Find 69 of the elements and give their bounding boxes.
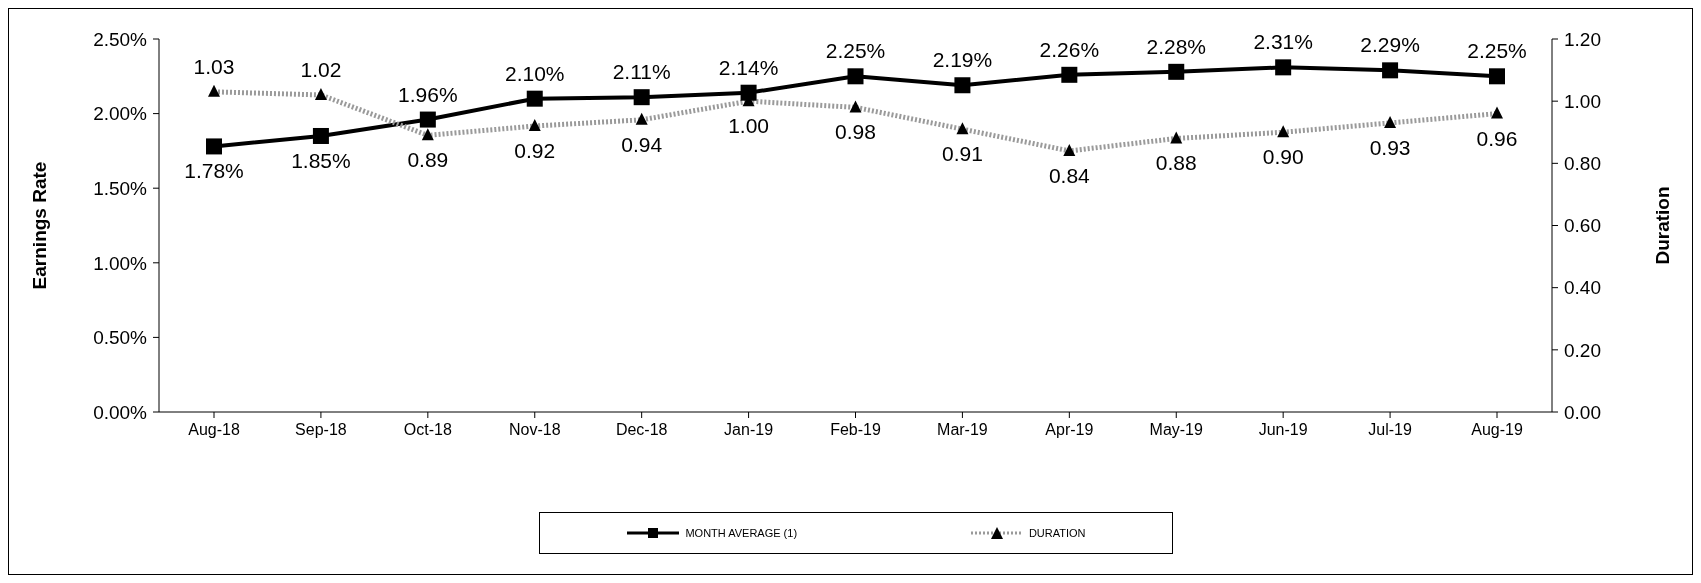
point bbox=[1489, 68, 1505, 85]
data-label: 0.90 bbox=[1262, 145, 1304, 169]
x-tick-label: Aug-19 bbox=[1471, 421, 1523, 439]
y2-tick-label: 1.00 bbox=[1564, 90, 1601, 112]
x-tick-label: Nov-18 bbox=[508, 421, 561, 439]
data-label: 1.03 bbox=[193, 54, 235, 78]
point bbox=[740, 84, 757, 101]
data-label: 0.96 bbox=[1476, 126, 1518, 150]
data-label: 2.19% bbox=[932, 48, 993, 72]
data-label: 2.28% bbox=[1146, 34, 1207, 58]
y-axis-title: Earnings Rate bbox=[28, 161, 50, 290]
data-label: 0.88 bbox=[1155, 151, 1197, 175]
point bbox=[419, 111, 436, 128]
x-tick-label: Sep-18 bbox=[295, 421, 347, 439]
data-label: 2.26% bbox=[1039, 37, 1100, 61]
y-tick-label: 1.50% bbox=[93, 177, 148, 199]
data-label: 2.25% bbox=[825, 39, 886, 63]
y-tick-label: 0.00% bbox=[93, 401, 148, 423]
point bbox=[1275, 59, 1292, 76]
x-tick-label: Mar-19 bbox=[937, 421, 988, 439]
data-label: 0.91 bbox=[941, 142, 983, 166]
point bbox=[312, 127, 329, 144]
data-label: 0.94 bbox=[621, 132, 663, 156]
y-tick-label: 2.00% bbox=[93, 103, 148, 125]
data-label: 1.02 bbox=[300, 57, 342, 81]
y-tick-label: 1.00% bbox=[93, 252, 148, 274]
y2-tick-label: 0.20 bbox=[1564, 339, 1601, 361]
legend-label: DURATION bbox=[1028, 527, 1086, 539]
data-label: 2.11% bbox=[612, 60, 671, 84]
data-label: 0.84 bbox=[1048, 163, 1091, 187]
x-tick-label: Jul-19 bbox=[1368, 421, 1412, 439]
y-tick-label: 0.50% bbox=[93, 327, 148, 349]
y-tick-label: 2.50% bbox=[93, 28, 148, 50]
data-label: 0.93 bbox=[1369, 135, 1411, 159]
data-label: 1.78% bbox=[184, 159, 244, 183]
point bbox=[526, 90, 543, 107]
data-label: 2.25% bbox=[1467, 39, 1527, 63]
data-label: 2.29% bbox=[1360, 33, 1420, 57]
point bbox=[633, 89, 650, 106]
x-tick-label: Feb-19 bbox=[830, 421, 881, 439]
y2-axis-title: Duration bbox=[1651, 186, 1673, 265]
point bbox=[1382, 62, 1399, 79]
legend-label: MONTH AVERAGE (1) bbox=[685, 527, 798, 539]
x-tick-label: Jan-19 bbox=[724, 421, 774, 439]
x-tick-label: Apr-19 bbox=[1045, 421, 1094, 439]
point bbox=[954, 77, 971, 94]
x-tick-label: Oct-18 bbox=[403, 421, 452, 439]
data-label: 2.14% bbox=[718, 55, 779, 79]
point bbox=[847, 68, 864, 85]
data-label: 1.85% bbox=[291, 148, 351, 172]
x-tick-label: Dec-18 bbox=[615, 421, 668, 439]
data-label: 0.92 bbox=[514, 139, 556, 163]
x-tick-label: Jun-19 bbox=[1258, 421, 1308, 439]
y2-tick-label: 0.40 bbox=[1564, 277, 1601, 299]
data-label: 0.89 bbox=[407, 148, 449, 172]
point bbox=[1168, 63, 1185, 80]
point bbox=[206, 138, 222, 155]
point bbox=[1061, 66, 1078, 83]
y2-tick-label: 0.00 bbox=[1564, 401, 1601, 423]
y2-tick-label: 1.20 bbox=[1564, 28, 1601, 50]
data-label: 2.10% bbox=[504, 61, 565, 85]
data-label: 1.96% bbox=[398, 82, 458, 106]
y2-tick-label: 0.80 bbox=[1564, 153, 1601, 175]
x-tick-label: May-19 bbox=[1149, 421, 1204, 439]
y2-tick-label: 0.60 bbox=[1564, 215, 1601, 237]
data-label: 1.00 bbox=[728, 114, 770, 138]
x-tick-label: Aug-18 bbox=[188, 421, 240, 439]
data-label: 2.31% bbox=[1253, 30, 1313, 54]
data-label: 0.98 bbox=[835, 120, 876, 144]
